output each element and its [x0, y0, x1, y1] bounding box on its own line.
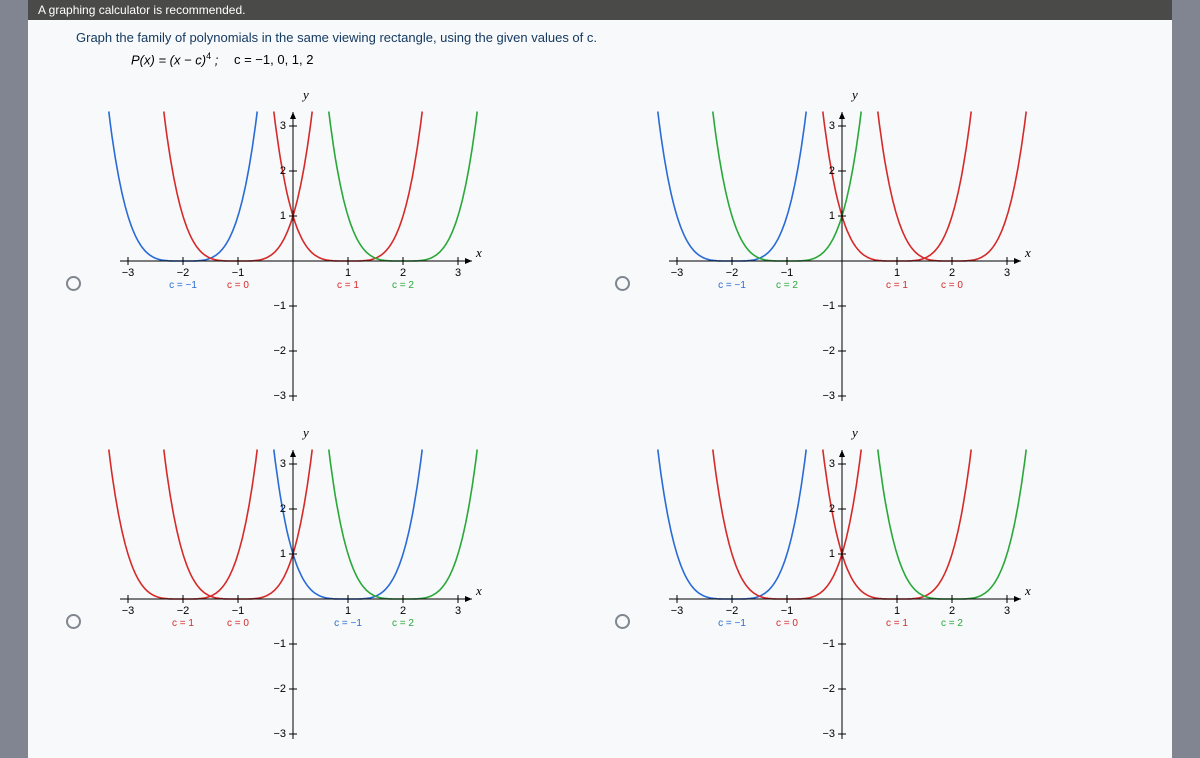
- svg-text:2: 2: [280, 165, 286, 177]
- chart-wrap-C: −3 −2 −1 1 2 3 −3 −2 −1 1 2 3 c = 1 c = 0 c = −1 c = 2 y…: [93, 419, 513, 739]
- svg-text:3: 3: [829, 120, 835, 132]
- svg-text:−1: −1: [781, 267, 794, 279]
- svg-text:1: 1: [280, 210, 286, 222]
- svg-text:c = −1: c = −1: [718, 618, 746, 629]
- svg-text:c = 2: c = 2: [392, 280, 414, 291]
- svg-text:1: 1: [894, 267, 900, 279]
- page-container: A graphing calculator is recommended. Gr…: [28, 0, 1172, 758]
- x-axis-label: x: [476, 583, 482, 599]
- svg-text:1: 1: [894, 605, 900, 617]
- chart-B: −3 −2 −1 1 2 3 −3 −2 −1 1 2 3 c = −1 c = 2 c = 1 c = 0: [642, 81, 1062, 401]
- chart-D: −3 −2 −1 1 2 3 −3 −2 −1 1 2 3 c = −1 c = 0 c = 1 c = 2: [642, 419, 1062, 739]
- svg-text:−3: −3: [273, 390, 286, 401]
- svg-text:c = 2: c = 2: [392, 618, 414, 629]
- radio-B[interactable]: [615, 276, 630, 291]
- svg-text:3: 3: [455, 605, 461, 617]
- svg-text:−1: −1: [273, 300, 286, 312]
- svg-text:−1: −1: [232, 605, 245, 617]
- svg-text:−1: −1: [822, 638, 835, 650]
- formula: P(x) = (x − c)4 ; c = −1, 0, 1, 2: [131, 51, 1124, 67]
- option-B[interactable]: −3 −2 −1 1 2 3 −3 −2 −1 1 2 3 c = −1 c = 2 c = 1 c = 0 y…: [615, 81, 1134, 401]
- svg-text:−2: −2: [726, 267, 739, 279]
- svg-text:−3: −3: [822, 390, 835, 401]
- svg-text:c = 1: c = 1: [886, 618, 908, 629]
- svg-text:c = −1: c = −1: [334, 618, 362, 629]
- svg-text:c = 2: c = 2: [776, 280, 798, 291]
- chart-wrap-B: −3 −2 −1 1 2 3 −3 −2 −1 1 2 3 c = −1 c = 2 c = 1 c = 0 y…: [642, 81, 1062, 401]
- svg-text:2: 2: [949, 605, 955, 617]
- option-D[interactable]: −3 −2 −1 1 2 3 −3 −2 −1 1 2 3 c = −1 c = 0 c = 1 c = 2 y…: [615, 419, 1134, 739]
- svg-text:2: 2: [280, 503, 286, 515]
- question-text: Graph the family of polynomials in the s…: [76, 30, 1124, 45]
- svg-text:−2: −2: [177, 605, 190, 617]
- svg-text:−3: −3: [273, 728, 286, 739]
- formula-sep: ;: [211, 52, 222, 67]
- svg-text:3: 3: [280, 120, 286, 132]
- option-C[interactable]: −3 −2 −1 1 2 3 −3 −2 −1 1 2 3 c = 1 c = 0 c = −1 c = 2 y…: [66, 419, 585, 739]
- svg-text:c = 0: c = 0: [776, 618, 798, 629]
- svg-text:−2: −2: [822, 683, 835, 695]
- svg-text:2: 2: [400, 605, 406, 617]
- svg-text:−1: −1: [781, 605, 794, 617]
- svg-text:−1: −1: [232, 267, 245, 279]
- formula-lhs: P(x) = (x − c): [131, 52, 206, 67]
- svg-text:−1: −1: [822, 300, 835, 312]
- svg-text:1: 1: [345, 267, 351, 279]
- svg-text:−3: −3: [122, 267, 135, 279]
- svg-text:1: 1: [829, 548, 835, 560]
- svg-text:−2: −2: [822, 345, 835, 357]
- chart-C: −3 −2 −1 1 2 3 −3 −2 −1 1 2 3 c = 1 c = 0 c = −1 c = 2: [93, 419, 513, 739]
- formula-c-values: c = −1, 0, 1, 2: [234, 52, 314, 67]
- svg-text:−3: −3: [671, 267, 684, 279]
- radio-D[interactable]: [615, 614, 630, 629]
- svg-text:2: 2: [400, 267, 406, 279]
- svg-text:−3: −3: [822, 728, 835, 739]
- svg-text:−3: −3: [671, 605, 684, 617]
- x-axis-label: x: [1025, 583, 1031, 599]
- svg-text:1: 1: [280, 548, 286, 560]
- svg-text:2: 2: [829, 503, 835, 515]
- svg-text:−2: −2: [177, 267, 190, 279]
- svg-text:c = 0: c = 0: [941, 280, 963, 291]
- svg-text:−3: −3: [122, 605, 135, 617]
- svg-text:−2: −2: [726, 605, 739, 617]
- chart-A: −3 −2 −1 1 2 3 −3 −2 −1 1 2 3 c = −1 c = 0 c = 1 c = 2: [93, 81, 513, 401]
- chart-wrap-A: −3 −2 −1 1 2 3 −3 −2 −1 1 2 3 c = −1 c = 0 c = 1 c = 2 y…: [93, 81, 513, 401]
- y-axis-label: y: [303, 87, 309, 103]
- y-axis-label: y: [852, 425, 858, 441]
- svg-text:−2: −2: [273, 683, 286, 695]
- svg-text:3: 3: [455, 267, 461, 279]
- svg-text:2: 2: [829, 165, 835, 177]
- svg-text:c = 1: c = 1: [886, 280, 908, 291]
- svg-text:3: 3: [1004, 267, 1010, 279]
- svg-text:c = 1: c = 1: [337, 280, 359, 291]
- option-A[interactable]: −3 −2 −1 1 2 3 −3 −2 −1 1 2 3 c = −1 c = 0 c = 1 c = 2 y…: [66, 81, 585, 401]
- svg-text:3: 3: [1004, 605, 1010, 617]
- svg-text:c = 0: c = 0: [227, 280, 249, 291]
- radio-A[interactable]: [66, 276, 81, 291]
- svg-text:1: 1: [345, 605, 351, 617]
- svg-text:3: 3: [829, 458, 835, 470]
- radio-C[interactable]: [66, 614, 81, 629]
- recommendation-banner: A graphing calculator is recommended.: [28, 0, 1172, 20]
- svg-text:3: 3: [280, 458, 286, 470]
- svg-text:−1: −1: [273, 638, 286, 650]
- chart-wrap-D: −3 −2 −1 1 2 3 −3 −2 −1 1 2 3 c = −1 c = 0 c = 1 c = 2 y…: [642, 419, 1062, 739]
- svg-text:−2: −2: [273, 345, 286, 357]
- y-axis-label: y: [852, 87, 858, 103]
- svg-text:c = −1: c = −1: [718, 280, 746, 291]
- x-axis-label: x: [1025, 245, 1031, 261]
- y-axis-label: y: [303, 425, 309, 441]
- svg-text:2: 2: [949, 267, 955, 279]
- svg-text:c = 0: c = 0: [227, 618, 249, 629]
- svg-text:c = 2: c = 2: [941, 618, 963, 629]
- options-grid: −3 −2 −1 1 2 3 −3 −2 −1 1 2 3 c = −1 c = 0 c = 1 c = 2 y…: [66, 81, 1134, 739]
- svg-text:c = −1: c = −1: [169, 280, 197, 291]
- svg-text:c = 1: c = 1: [172, 618, 194, 629]
- svg-text:1: 1: [829, 210, 835, 222]
- x-axis-label: x: [476, 245, 482, 261]
